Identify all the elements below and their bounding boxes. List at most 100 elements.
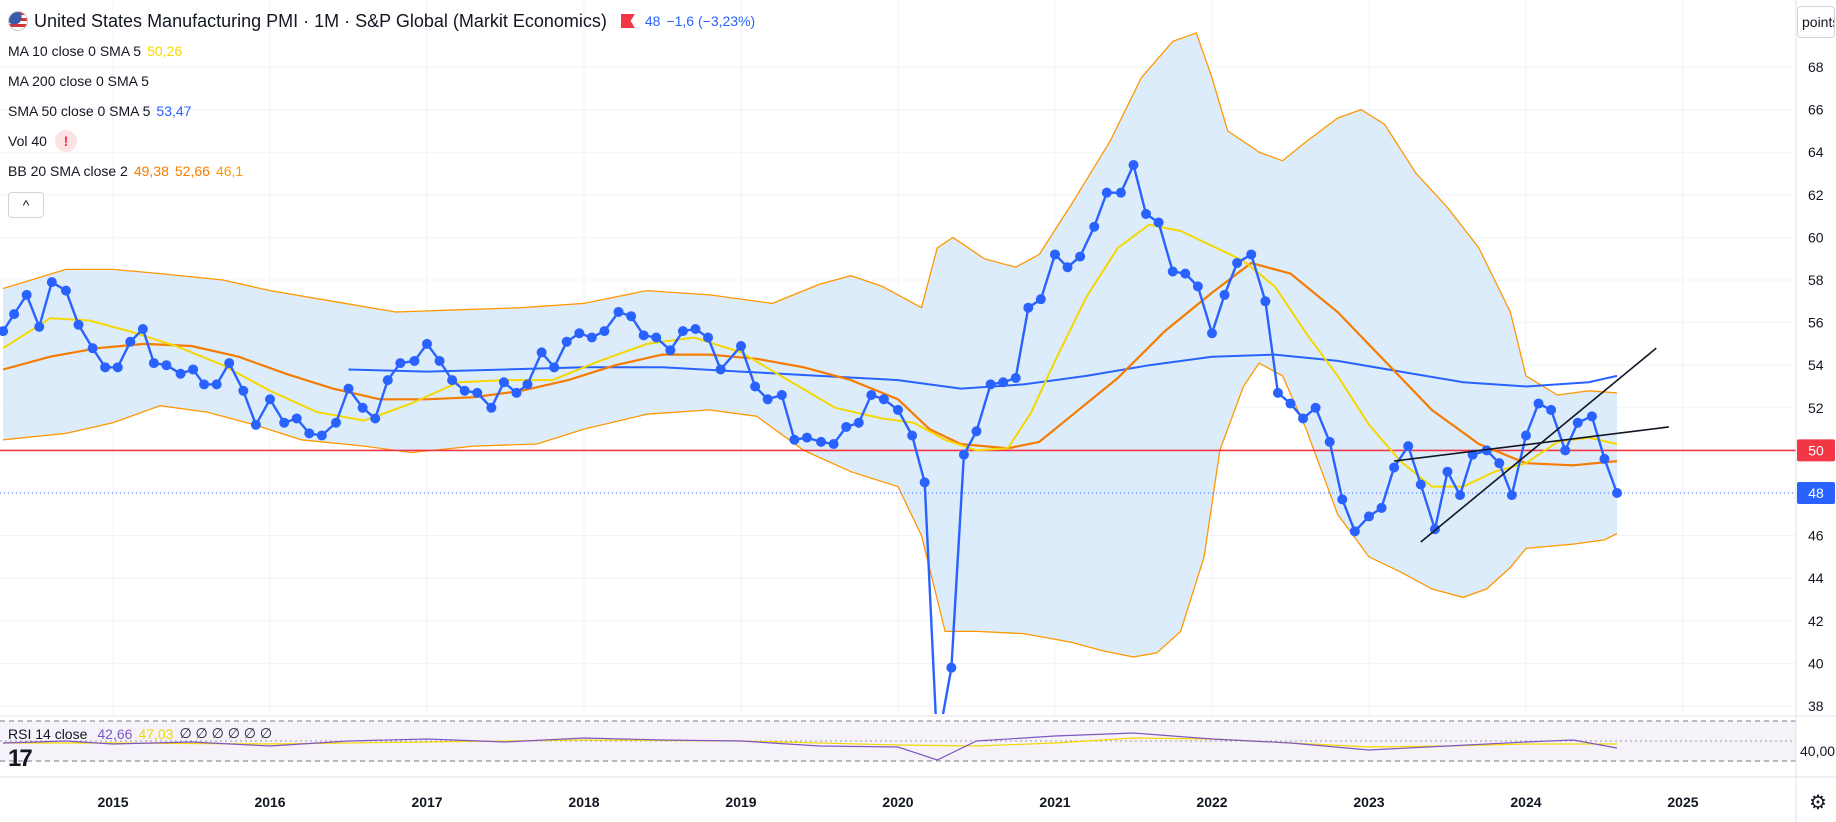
pmi-point [878, 394, 889, 405]
pmi-point [1442, 466, 1453, 477]
indicator-label: Vol 40 [8, 133, 47, 149]
indicator-ma10[interactable]: MA 10 close 0 SMA 5 50,26 [8, 36, 755, 66]
indicator-bb[interactable]: BB 20 SMA close 2 49,38 52,66 46,1 [8, 156, 755, 186]
pmi-point [985, 379, 996, 390]
y-tick-label: 60 [1808, 229, 1824, 245]
symbol-title-row[interactable]: United States Manufacturing PMI · 1M · S… [8, 6, 755, 36]
pmi-point [561, 336, 572, 347]
pmi-point [1206, 328, 1217, 339]
x-tick-label: 2016 [254, 794, 285, 810]
tradingview-logo[interactable]: 17 [8, 745, 33, 772]
us-flag-icon [8, 11, 28, 31]
pmi-point [1455, 490, 1466, 501]
pmi-point [574, 328, 585, 339]
indicator-ma200[interactable]: MA 200 close 0 SMA 5 [8, 66, 755, 96]
warning-icon[interactable]: ! [54, 130, 77, 152]
pmi-point [265, 394, 276, 405]
pmi-point [816, 436, 827, 447]
red-flag-icon[interactable] [620, 14, 635, 28]
pmi-point [1128, 159, 1139, 170]
pmi-point [1506, 490, 1517, 501]
indicator-label: BB 20 SMA close 2 [8, 163, 128, 179]
indicator-sma50[interactable]: SMA 50 close 0 SMA 5 53,47 [8, 96, 755, 126]
y-tick-label: 52 [1808, 400, 1824, 416]
pmi-point [1010, 372, 1021, 383]
pmi-point [1115, 187, 1126, 198]
pmi-point [1285, 398, 1296, 409]
pmi-point [1089, 221, 1100, 232]
pmi-point [395, 358, 406, 369]
pmi-point [1167, 266, 1178, 277]
rsi-axis-label: 40,00 [1800, 743, 1835, 759]
pmi-point [1324, 436, 1335, 447]
pmi-point [853, 417, 864, 428]
pmi-point [998, 377, 1009, 388]
pmi-point [46, 277, 57, 288]
indicator-value: 50,26 [147, 43, 183, 59]
pmi-point [1049, 249, 1060, 260]
pmi-point [919, 477, 930, 488]
pmi-point [330, 417, 341, 428]
indicator-vol[interactable]: Vol 40 ! [8, 126, 755, 156]
pmi-point [1192, 281, 1203, 292]
pmi-point [343, 383, 354, 394]
pmi-point [409, 355, 420, 366]
pmi-point [828, 439, 839, 450]
x-tick-label: 2023 [1353, 794, 1384, 810]
settings-gear-icon[interactable]: ⚙ [1809, 792, 1827, 814]
pmi-point [472, 387, 483, 398]
pmi-point [703, 332, 714, 343]
pmi-point [21, 289, 32, 300]
price-badge-50: 50 [1808, 442, 1824, 458]
pmi-point [789, 434, 800, 445]
y-tick-label: 68 [1808, 59, 1824, 75]
pmi-point [1180, 268, 1191, 279]
x-tick-label: 2021 [1039, 794, 1070, 810]
pmi-point [665, 345, 676, 356]
y-tick-label: 66 [1808, 102, 1824, 118]
pmi-point [1023, 302, 1034, 313]
pmi-point [9, 309, 20, 320]
pmi-point [211, 379, 222, 390]
bb-lower-line [3, 362, 1618, 658]
sma50-line [348, 353, 1618, 390]
ma10-line [2, 223, 1618, 488]
pmi-point [1415, 479, 1426, 490]
pmi-point [73, 319, 84, 330]
pmi-point [1560, 445, 1571, 456]
pmi-point [175, 368, 186, 379]
pmi-point [522, 379, 533, 390]
y-tick-label: 44 [1808, 570, 1824, 586]
pmi-point [1141, 208, 1152, 219]
pmi-point [422, 338, 433, 349]
pmi-point [586, 332, 597, 343]
pmi-point [1533, 398, 1544, 409]
rsi-legend[interactable]: RSI 14 close 42,66 47,03 ∅ ∅ ∅ ∅ ∅ ∅ [8, 725, 272, 742]
x-tick-label: 2019 [725, 794, 756, 810]
pmi-point [199, 379, 210, 390]
pmi-point [1376, 502, 1387, 513]
pmi-point [613, 306, 624, 317]
x-tick-label: 2024 [1510, 794, 1541, 810]
x-tick-label: 2022 [1196, 794, 1227, 810]
pmi-point [137, 323, 148, 334]
pmi-point [946, 662, 957, 673]
pmi-point [638, 330, 649, 341]
rsi-value: 42,66 [97, 725, 133, 742]
x-tick-label: 2017 [411, 794, 442, 810]
pmi-point [893, 404, 903, 415]
pmi-point [750, 381, 761, 392]
pmi-point [1349, 526, 1360, 537]
pmi-point [511, 387, 522, 398]
pmi-point [690, 323, 701, 334]
x-tick-label: 2015 [97, 794, 128, 810]
price-badge-last-bg [1797, 482, 1835, 504]
trend-line [1393, 426, 1669, 462]
pmi-point [677, 326, 688, 337]
axis-mode-button[interactable]: points [1797, 6, 1835, 38]
pmi-point [1232, 257, 1243, 268]
price-badge-last: 48 [1808, 485, 1824, 501]
collapse-legend-button[interactable]: ^ [8, 192, 44, 218]
pmi-point [651, 332, 662, 343]
